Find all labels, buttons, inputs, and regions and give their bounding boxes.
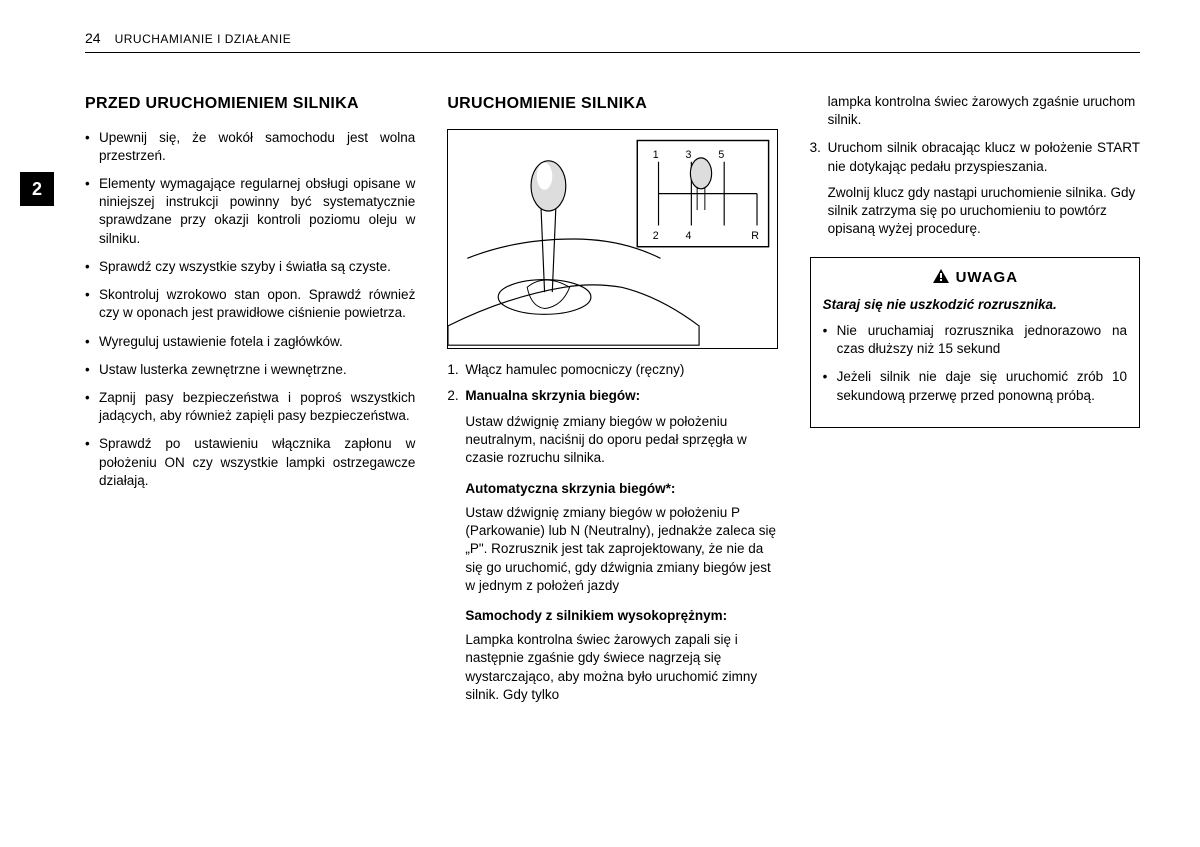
chapter-tab: 2 (20, 172, 54, 206)
column-1: PRZED URUCHOMIENIEM SILNIKA Upewnij się,… (85, 93, 415, 712)
list-item: Jeżeli silnik nie daje się uruchomić zró… (823, 368, 1127, 404)
manual-page: 24 URUCHAMIANIE I DZIAŁANIE 2 PRZED URUC… (0, 0, 1200, 742)
columns: PRZED URUCHOMIENIEM SILNIKA Upewnij się,… (85, 93, 1140, 712)
list-item: Wyreguluj ustawienie fotela i zagłówków. (85, 333, 415, 351)
diesel-label: Samochody z silnikiem wysokoprężnym: (447, 607, 777, 625)
step-3-body: Zwolnij klucz gdy nastąpi uruchomienie s… (810, 184, 1140, 239)
step-2: 2. Manualna skrzynia biegów: (447, 387, 777, 405)
auto-gearbox-label: Automatyczna skrzynia biegów*: (447, 480, 777, 498)
continuation-text: lampka kontrolna świec żarowych zgaśnie … (810, 93, 1140, 129)
gear-label: 1 (653, 148, 659, 160)
caution-box: UWAGA Staraj się nie uszkodzić rozruszni… (810, 257, 1140, 428)
gear-label: 5 (719, 148, 725, 160)
gear-label: 4 (686, 230, 692, 242)
caution-subtitle: Staraj się nie uszkodzić rozrusznika. (823, 296, 1127, 314)
gear-label: 3 (686, 148, 692, 160)
list-item: Nie uruchamiaj rozrusznika jednorazowo n… (823, 322, 1127, 358)
header-rule (85, 52, 1140, 53)
page-number: 24 (85, 30, 101, 46)
pre-start-list: Upewnij się, że wokół samochodu jest wol… (85, 129, 415, 491)
list-item: Upewnij się, że wokół samochodu jest wol… (85, 129, 415, 165)
section-title-before-start: PRZED URUCHOMIENIEM SILNIKA (85, 93, 415, 115)
caution-list: Nie uruchamiaj rozrusznika jednorazowo n… (823, 322, 1127, 405)
manual-gearbox-body: Ustaw dźwignię zmiany biegów w położeniu… (447, 413, 777, 468)
step-number: 2. (447, 387, 465, 405)
step-1: 1. Włącz hamulec pomocniczy (ręczny) (447, 361, 777, 379)
diesel-body: Lampka kontrolna świec żarowych zapali s… (447, 631, 777, 704)
list-item: Sprawdź po ustawieniu włącznika zapłonu … (85, 435, 415, 490)
list-item: Sprawdź czy wszystkie szyby i światła są… (85, 258, 415, 276)
page-header: 24 URUCHAMIANIE I DZIAŁANIE (85, 30, 1140, 46)
gear-label: 2 (653, 230, 659, 242)
step-number: 1. (447, 361, 465, 379)
section-title-start-engine: URUCHOMIENIE SILNIKA (447, 93, 777, 115)
column-2: URUCHOMIENIE SILNIKA (447, 93, 777, 712)
manual-gearbox-label: Manualna skrzynia biegów: (465, 388, 640, 403)
step-3: 3. Uruchom silnik obracając klucz w poło… (810, 139, 1140, 175)
gear-shift-figure: 1 3 5 2 4 R (447, 129, 777, 349)
header-title: URUCHAMIANIE I DZIAŁANIE (115, 32, 292, 46)
list-item: Elementy wymagające regularnej obsługi o… (85, 175, 415, 248)
list-item: Ustaw lusterka zewnętrzne i wewnętrzne. (85, 361, 415, 379)
step-number: 3. (810, 139, 828, 175)
list-item: Zapnij pasy bezpieczeństwa i poproś wszy… (85, 389, 415, 425)
gear-label: R (752, 230, 760, 242)
gear-shift-illustration: 1 3 5 2 4 R (448, 130, 776, 348)
caution-label: UWAGA (956, 269, 1019, 286)
list-item: Skontroluj wzrokowo stan opon. Sprawdź r… (85, 286, 415, 322)
caution-header: UWAGA (823, 268, 1127, 288)
warning-icon (932, 268, 950, 284)
step-text: Uruchom silnik obracając klucz w położen… (828, 139, 1140, 175)
step-text: Włącz hamulec pomocniczy (ręczny) (465, 361, 777, 379)
column-3: lampka kontrolna świec żarowych zgaśnie … (810, 93, 1140, 712)
auto-gearbox-body: Ustaw dźwignię zmiany biegów w położeniu… (447, 504, 777, 595)
